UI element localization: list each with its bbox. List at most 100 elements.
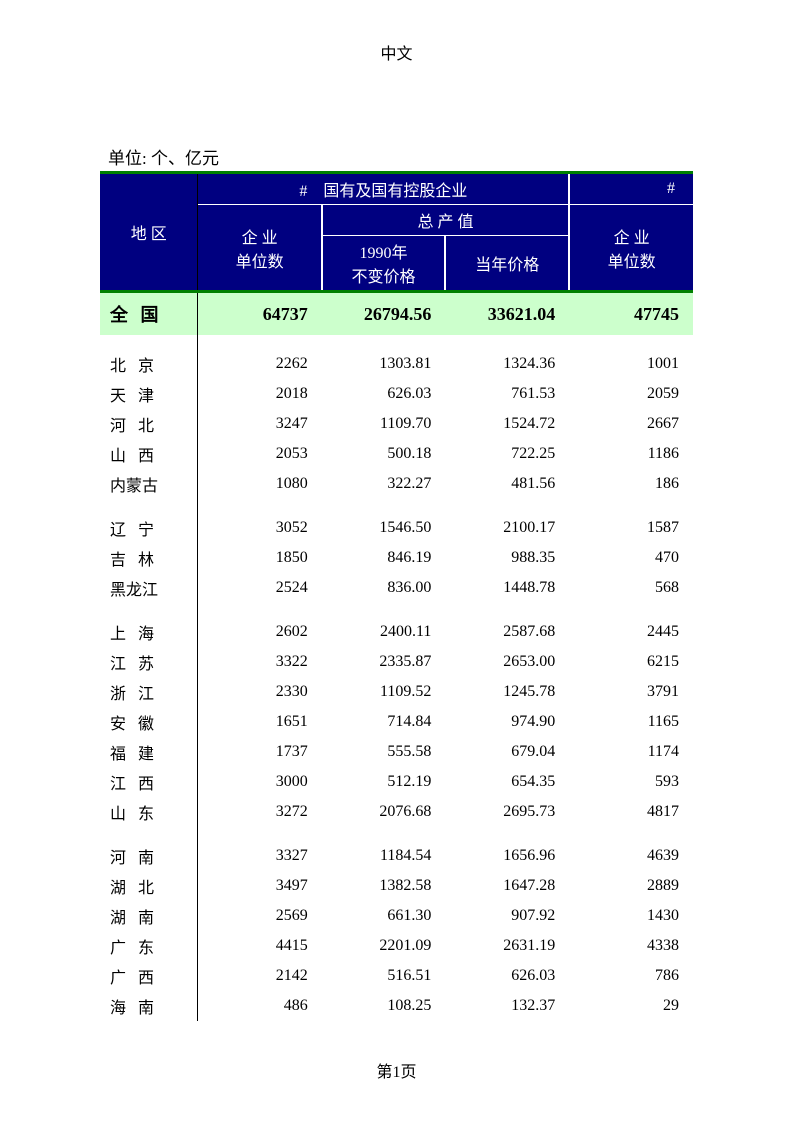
num-cell: 512.19 [322, 767, 446, 797]
num-cell: 786 [569, 961, 693, 991]
num-cell: 1080 [198, 469, 322, 499]
region-cell: 黑龙江 [100, 573, 198, 603]
num-cell: 1245.78 [445, 677, 569, 707]
region-cell: 吉 林 [100, 543, 198, 573]
num-cell: 1303.81 [322, 349, 446, 379]
region-cell: 上 海 [100, 617, 198, 647]
num-cell: 2569 [198, 901, 322, 931]
num-cell: 1324.36 [445, 349, 569, 379]
hdr-ent-b-1: 企 业 [614, 230, 650, 247]
hdr-ent-a-2: 单位数 [236, 254, 284, 271]
num-cell: 2201.09 [322, 931, 446, 961]
table-row: 上 海26022400.112587.682445 [100, 617, 693, 647]
num-cell: 626.03 [445, 961, 569, 991]
num-cell: 4639 [569, 841, 693, 871]
region-cell: 北 京 [100, 349, 198, 379]
num-cell: 2100.17 [445, 513, 569, 543]
num-cell: 2018 [198, 379, 322, 409]
data-table: 地 区 # 国有及国有控股企业 # 企 业 单位数 总 产 值 企 业 单位数 [100, 171, 693, 1021]
table-header: 地 区 # 国有及国有控股企业 # 企 业 单位数 总 产 值 企 业 单位数 [100, 173, 693, 292]
num-cell: 29 [569, 991, 693, 1021]
table-row: 辽 宁30521546.502100.171587 [100, 513, 693, 543]
table-row: 浙 江23301109.521245.783791 [100, 677, 693, 707]
table-row: 河 南33271184.541656.964639 [100, 841, 693, 871]
hdr-total-value: 总 产 值 [322, 205, 570, 236]
hdr-p1990-2: 不变价格 [352, 269, 416, 286]
num-cell: 1174 [569, 737, 693, 767]
table-row: 河 北32471109.701524.722667 [100, 409, 693, 439]
num-cell: 3000 [198, 767, 322, 797]
hdr-hash-b: # [569, 173, 693, 205]
num-cell: 186 [569, 469, 693, 499]
region-cell: 安 徽 [100, 707, 198, 737]
num-cell: 2400.11 [322, 617, 446, 647]
num-cell: 6215 [569, 647, 693, 677]
num-cell: 1382.58 [322, 871, 446, 901]
hdr-ent-b-2: 单位数 [608, 254, 656, 271]
num-cell: 4817 [569, 797, 693, 827]
num-cell: 1524.72 [445, 409, 569, 439]
num-cell: 108.25 [322, 991, 446, 1021]
num-cell: 1109.70 [322, 409, 446, 439]
num-cell: 2142 [198, 961, 322, 991]
num-cell: 3052 [198, 513, 322, 543]
num-cell: 722.25 [445, 439, 569, 469]
num-cell: 1651 [198, 707, 322, 737]
table-row: 广 东44152201.092631.194338 [100, 931, 693, 961]
num-cell: 836.00 [322, 573, 446, 603]
num-cell: 1186 [569, 439, 693, 469]
num-cell: 322.27 [322, 469, 446, 499]
num-cell: 2631.19 [445, 931, 569, 961]
num-cell: 2653.00 [445, 647, 569, 677]
region-cell: 山 东 [100, 797, 198, 827]
region-cell: 湖 南 [100, 901, 198, 931]
region-cell: 辽 宁 [100, 513, 198, 543]
region-cell: 河 南 [100, 841, 198, 871]
hdr-group-a: # 国有及国有控股企业 [198, 173, 569, 205]
spacer-row [100, 499, 693, 513]
num-cell: 1737 [198, 737, 322, 767]
region-cell: 海 南 [100, 991, 198, 1021]
table-row: 黑龙江2524836.001448.78568 [100, 573, 693, 603]
num-cell: 1430 [569, 901, 693, 931]
num-cell: 4338 [569, 931, 693, 961]
num-cell: 555.58 [322, 737, 446, 767]
table-row: 江 西3000512.19654.35593 [100, 767, 693, 797]
num-cell: 1184.54 [322, 841, 446, 871]
hdr-price-current: 当年价格 [445, 236, 569, 292]
region-cell: 内蒙古 [100, 469, 198, 499]
num-cell: 3497 [198, 871, 322, 901]
num-cell: 2335.87 [322, 647, 446, 677]
num-cell: 1656.96 [445, 841, 569, 871]
num-cell: 2053 [198, 439, 322, 469]
hdr-enterprise-a: 企 业 单位数 [198, 205, 322, 292]
num-cell: 1587 [569, 513, 693, 543]
num-cell: 470 [569, 543, 693, 573]
total-region: 全 国 [100, 292, 198, 336]
num-cell: 1647.28 [445, 871, 569, 901]
num-cell: 846.19 [322, 543, 446, 573]
total-c4: 47745 [569, 292, 693, 336]
total-c2: 26794.56 [322, 292, 446, 336]
num-cell: 714.84 [322, 707, 446, 737]
num-cell: 1546.50 [322, 513, 446, 543]
num-cell: 481.56 [445, 469, 569, 499]
num-cell: 516.51 [322, 961, 446, 991]
num-cell: 3272 [198, 797, 322, 827]
num-cell: 1001 [569, 349, 693, 379]
page-footer: 第1页 [0, 1058, 793, 1082]
num-cell: 3322 [198, 647, 322, 677]
hdr-hash-a: # [299, 183, 307, 200]
num-cell: 4415 [198, 931, 322, 961]
num-cell: 2602 [198, 617, 322, 647]
num-cell: 654.35 [445, 767, 569, 797]
num-cell: 486 [198, 991, 322, 1021]
table-row: 内蒙古1080322.27481.56186 [100, 469, 693, 499]
num-cell: 3327 [198, 841, 322, 871]
hdr-p1990-1: 1990年 [360, 245, 408, 262]
hdr-region: 地 区 [100, 173, 198, 292]
region-cell: 浙 江 [100, 677, 198, 707]
spacer-row [100, 603, 693, 617]
unit-label: 单位: 个、亿元 [100, 144, 693, 169]
region-cell: 江 苏 [100, 647, 198, 677]
